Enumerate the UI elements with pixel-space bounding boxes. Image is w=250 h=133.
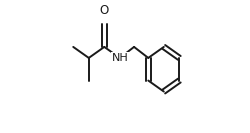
Text: NH: NH (112, 53, 128, 63)
Text: O: O (100, 4, 109, 16)
